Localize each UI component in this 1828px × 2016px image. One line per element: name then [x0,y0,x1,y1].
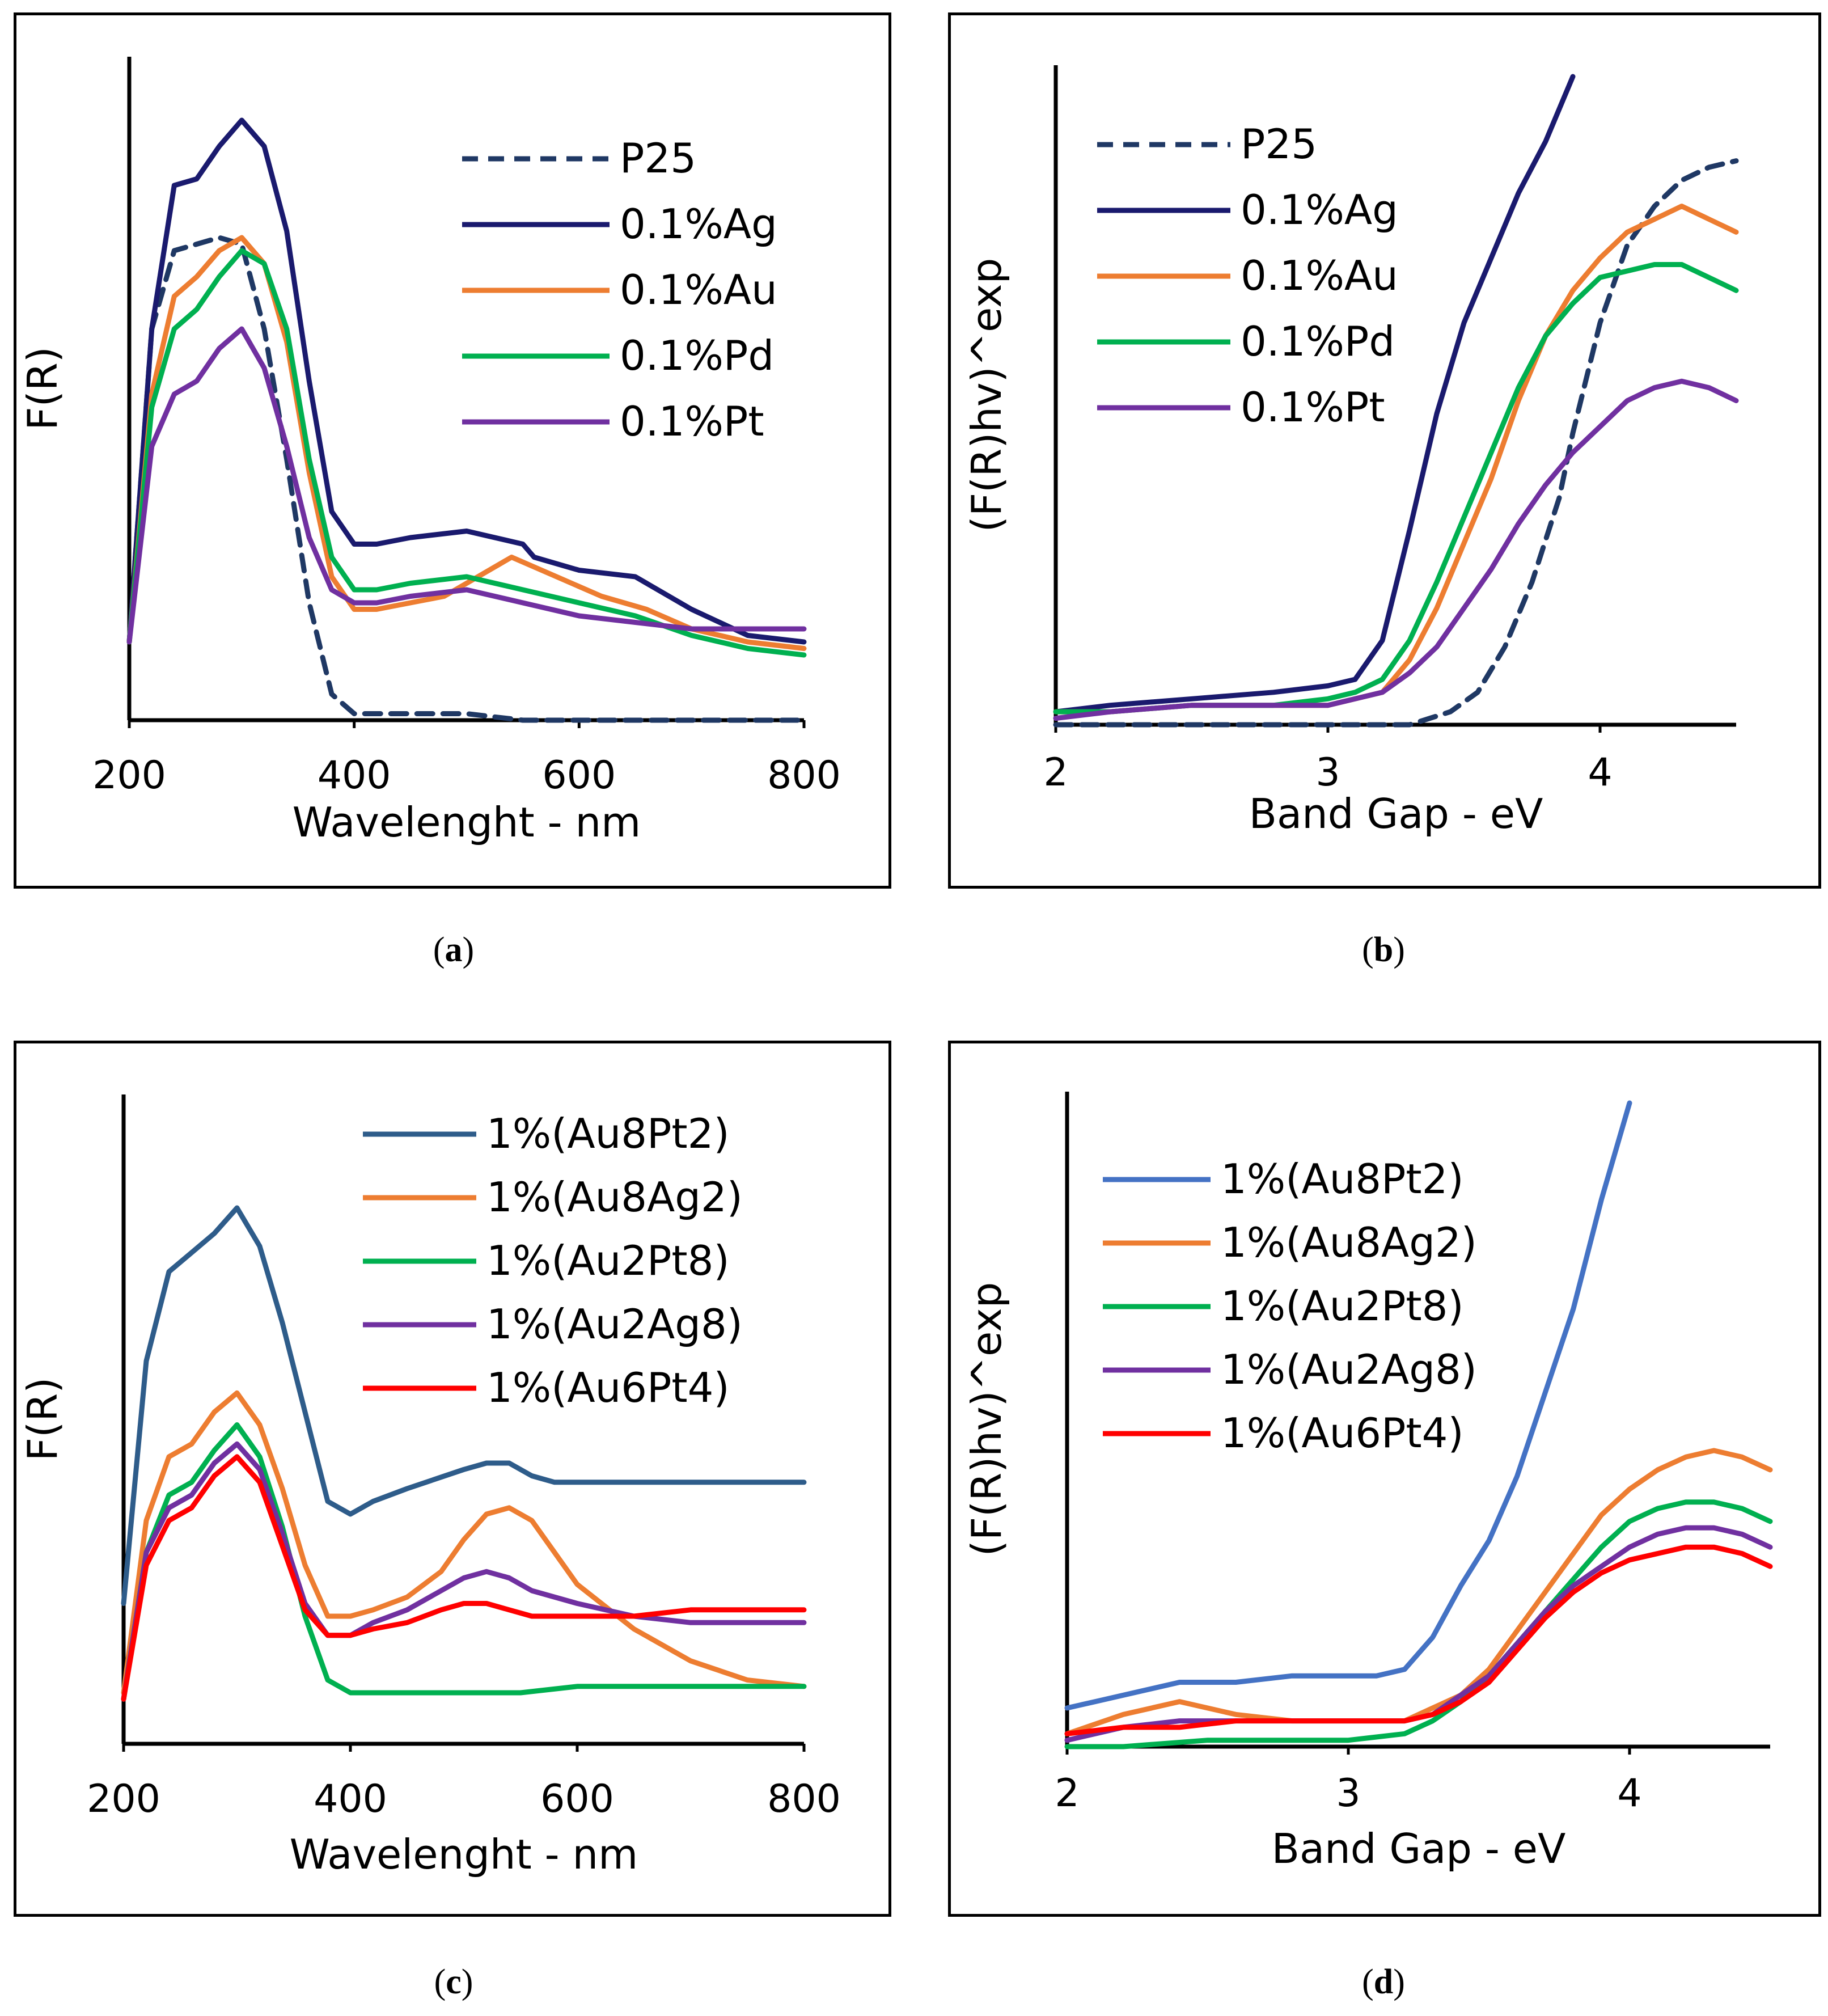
legend-label-0: P25 [1241,120,1317,168]
legend-label-1: 1%(Au8Ag2) [486,1173,743,1221]
y-axis-title: F(R) [19,346,66,430]
series-line-1 [1064,1448,1773,1736]
legend-label-1: 0.1%Ag [620,200,777,248]
x-tick-label: 800 [767,753,841,798]
x-tick-label: 2 [1055,1771,1079,1816]
series-line-1 [121,1390,807,1696]
series-line-2 [126,235,807,651]
series-line-1 [1053,74,1576,715]
panel-b-frame [948,12,1821,889]
caption-b-letter: b [1373,931,1394,969]
x-tick-label: 4 [1617,1771,1641,1816]
y-axis-title: (F(R)hv)^exp [963,258,1010,532]
x-tick-label: 400 [318,753,391,798]
x-tick-label: 600 [540,1777,614,1821]
series-line-2 [1064,1499,1773,1749]
legend-label-4: 0.1%Pt [620,398,764,445]
y-axis-title: (F(R)hv)^exp [963,1282,1010,1557]
series-line-3 [121,1441,807,1702]
legend-label-3: 0.1%Pd [620,332,774,379]
legend-label-2: 0.1%Au [620,266,777,314]
series-line-0 [126,235,807,723]
x-tick-label: 4 [1588,750,1612,795]
legend-label-4: 1%(Au6Pt4) [1221,1409,1464,1457]
series-line-0 [1053,158,1739,728]
series-line-1 [126,117,807,645]
legend-label-2: 0.1%Au [1241,252,1398,299]
caption-c-letter: c [446,1963,462,2001]
x-tick-label: 3 [1336,1771,1360,1816]
x-axis-title: Wavelenght - nm [290,1831,638,1878]
panel-d-frame [948,1041,1821,1917]
legend-label-2: 1%(Au2Pt8) [486,1237,730,1284]
x-tick-label: 2 [1043,750,1068,795]
x-tick-label: 200 [92,753,166,798]
x-tick-label: 400 [314,1777,387,1821]
series-line-3 [1064,1525,1773,1743]
legend-label-3: 1%(Au2Ag8) [486,1300,743,1348]
panel-a-frame [14,12,891,889]
legend-label-1: 0.1%Ag [1241,186,1398,234]
x-axis-title: Wavelenght - nm [293,798,641,846]
legend-label-0: 1%(Au8Pt2) [1221,1155,1464,1203]
legend-label-0: 1%(Au8Pt2) [486,1110,730,1157]
x-tick-label: 3 [1315,750,1340,795]
x-tick-label: 200 [87,1777,160,1821]
legend-label-1: 1%(Au8Ag2) [1221,1219,1477,1266]
series-line-0 [121,1205,807,1606]
legend-label-2: 1%(Au2Pt8) [1221,1282,1464,1330]
legend-label-0: P25 [620,134,696,182]
caption-d-letter: d [1373,1963,1394,2001]
x-axis-title: Band Gap - eV [1272,1825,1566,1873]
legend-label-4: 1%(Au6Pt4) [486,1364,730,1411]
series-line-4 [121,1454,807,1702]
caption-a: (a) [433,931,475,969]
legend-label-3: 0.1%Pd [1241,318,1395,365]
y-axis-title: F(R) [19,1377,66,1461]
legend-label-3: 1%(Au2Ag8) [1221,1346,1477,1393]
caption-a-letter: a [445,931,463,969]
caption-d: (d) [1362,1963,1405,2001]
legend-label-4: 0.1%Pt [1241,383,1385,431]
caption-c: (c) [434,1963,473,2001]
series-line-4 [1053,378,1739,721]
x-tick-label: 800 [767,1777,841,1821]
x-axis-title: Band Gap - eV [1249,790,1543,838]
series-line-3 [126,248,807,658]
x-tick-label: 600 [542,753,616,798]
series-line-2 [121,1422,807,1702]
series-line-4 [126,326,807,645]
series-line-0 [1064,1100,1632,1711]
series-line-4 [1064,1544,1773,1736]
caption-b: (b) [1362,931,1405,969]
